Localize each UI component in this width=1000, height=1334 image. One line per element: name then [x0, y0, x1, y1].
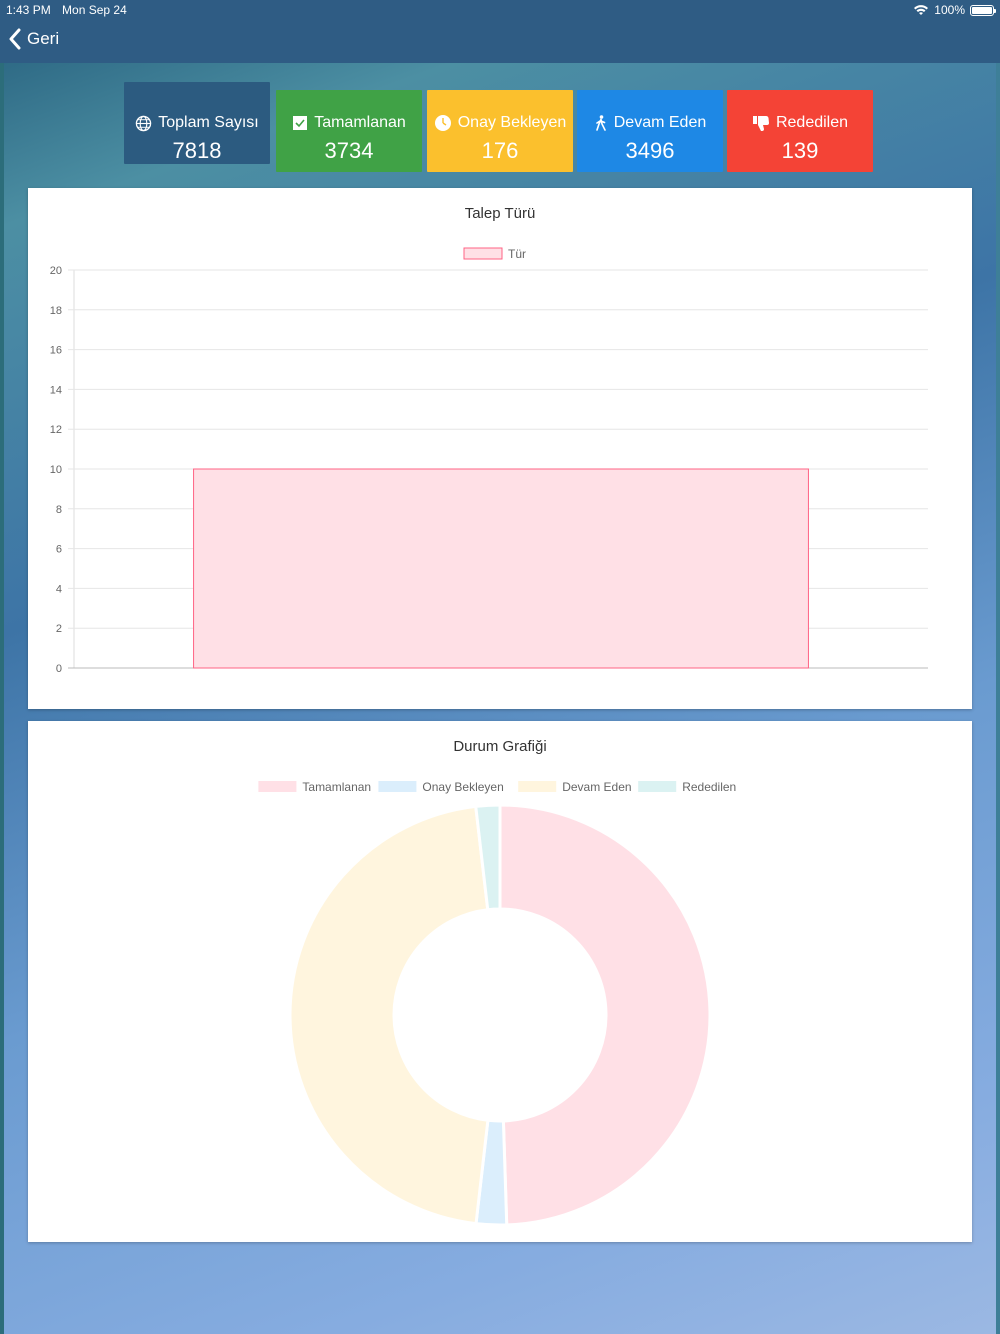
legend-swatch	[518, 781, 557, 792]
battery-percent: 100%	[934, 3, 965, 17]
thumbs-down-icon	[752, 115, 769, 131]
pie-slice[interactable]	[288, 804, 490, 1226]
bar[interactable]	[193, 468, 809, 669]
stat-label: Rededilen	[775, 114, 849, 131]
status-date: Mon Sep 24	[62, 3, 127, 17]
back-label: Geri	[27, 29, 60, 48]
wifi-icon	[914, 5, 929, 15]
chevron-left-icon	[9, 28, 21, 50]
doughnut-chart-panel: Durum Grafiği Tamamlanan Onay Bekleyen Dev…	[28, 721, 972, 1242]
pie-slice[interactable]	[474, 803, 502, 912]
y-tick-label: 4	[56, 583, 62, 595]
globe-icon	[136, 115, 152, 131]
legend-label: Rededilen	[682, 780, 736, 794]
stat-label: Onay Bekleyen	[457, 114, 567, 131]
stat-value: 176	[481, 138, 519, 163]
checkbox-icon	[293, 116, 308, 130]
y-tick-label: 0	[56, 663, 62, 675]
chart-title: Talep Türü	[465, 205, 536, 222]
legend-swatch	[378, 781, 417, 792]
y-tick-label: 2	[56, 623, 62, 635]
stat-card-completed[interactable]: Tamamlanan 3734	[276, 90, 422, 172]
y-tick-label: 6	[56, 544, 62, 556]
y-tick-label: 12	[50, 424, 62, 436]
y-tick-label: 10	[50, 464, 62, 476]
pie-slice[interactable]	[498, 803, 712, 1227]
stat-card-rejected[interactable]: Rededilen 139	[727, 90, 873, 172]
legend-label: Tamamlanan	[302, 780, 371, 794]
y-tick-label: 16	[50, 345, 62, 357]
legend-label: Onay Bekleyen	[422, 780, 503, 794]
y-tick-label: 18	[50, 305, 62, 317]
chart-title: Durum Grafiği	[453, 738, 546, 755]
doughnut-chart: Durum Grafiği Tamamlanan Onay Bekleyen Dev…	[258, 738, 736, 1227]
legend-label: Devam Eden	[562, 780, 631, 794]
clock-icon	[434, 115, 451, 131]
stat-value: 7818	[172, 138, 222, 163]
stat-value: 139	[781, 138, 819, 163]
stat-label: Devam Eden	[613, 114, 707, 131]
y-tick-label: 8	[56, 504, 62, 516]
y-tick-label: 14	[50, 384, 62, 396]
stat-card-ongoing[interactable]: Devam Eden 3496	[577, 90, 723, 172]
stat-value: 3496	[625, 138, 675, 163]
back-button[interactable]: Geri	[8, 28, 59, 50]
legend-swatch	[463, 247, 503, 260]
y-tick-label: 20	[50, 265, 62, 277]
bar-chart: Talep Türü Tür 0 2 4 6 8 10 12 14 16 18 20	[50, 205, 928, 675]
stat-card-total[interactable]: Toplam Sayısı 7818	[124, 82, 270, 164]
status-bar: 1:43 PM Mon Sep 24 100%	[0, 0, 1000, 20]
status-time: 1:43 PM	[6, 3, 51, 17]
navigation-bar: Geri	[0, 20, 1000, 63]
stat-label: Toplam Sayısı	[158, 114, 259, 131]
legend-swatch	[258, 781, 297, 792]
walking-icon	[595, 115, 606, 131]
stat-card-pending[interactable]: Onay Bekleyen 176	[427, 90, 573, 172]
stat-value: 3734	[324, 138, 374, 163]
battery-icon	[970, 4, 996, 16]
bar-chart-panel: Talep Türü Tür 0 2 4 6 8 10 12 14 16 18 20	[28, 188, 972, 709]
legend-label: Tür	[508, 247, 526, 261]
legend-swatch	[638, 781, 677, 792]
stat-label: Tamamlanan	[314, 114, 406, 131]
